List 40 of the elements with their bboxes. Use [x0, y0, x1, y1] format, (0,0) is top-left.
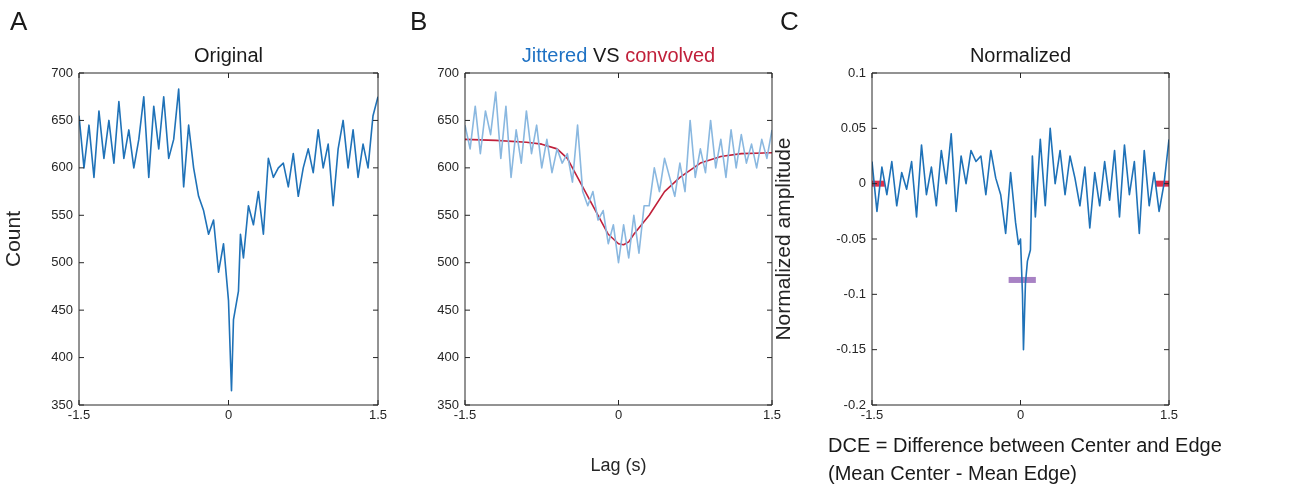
y-tick-label: 600 — [51, 159, 73, 175]
y-tick-label: 650 — [51, 112, 73, 128]
y-axis-title: Normalized amplitude — [771, 137, 795, 341]
y-tick-label: 350 — [437, 396, 459, 412]
y-tick-label: 500 — [437, 254, 459, 270]
y-tick-label: -0.2 — [843, 396, 866, 412]
y-tick-label: 550 — [437, 206, 459, 222]
text: A — [10, 6, 28, 37]
x-tick-label: 1.5 — [1159, 407, 1179, 423]
y-tick-label: 0 — [858, 175, 866, 191]
y-tick-label: 400 — [51, 349, 73, 365]
chart-title: Jittered VS convolved — [521, 44, 716, 66]
y-tick-label: 600 — [437, 159, 459, 175]
y-tick-label: 700 — [437, 64, 459, 80]
chart-title: Original — [194, 44, 263, 66]
y-tick-label: 500 — [51, 254, 73, 270]
x-tick-label: 0 — [1016, 407, 1025, 423]
y-tick-label: 550 — [51, 206, 73, 222]
x-axis-title: Lag (s) — [590, 455, 647, 476]
y-tick-label: 650 — [437, 112, 459, 128]
y-tick-label: -0.05 — [836, 230, 866, 246]
y-tick-label: 350 — [51, 396, 73, 412]
text: DCE = Difference between Center and Edge — [828, 434, 1222, 457]
y-tick-label: 450 — [437, 301, 459, 317]
text: (Mean Center - Mean Edge) — [828, 462, 1078, 485]
y-axis-title: Count — [1, 210, 25, 268]
y-tick-label: -0.15 — [836, 341, 866, 357]
x-tick-label: 1.5 — [762, 407, 782, 423]
y-tick-label: 700 — [51, 64, 73, 80]
text: C — [780, 6, 799, 37]
text: B — [410, 6, 428, 37]
y-tick-label: 450 — [51, 301, 73, 317]
x-tick-label: 0 — [614, 407, 623, 423]
y-tick-label: -0.1 — [843, 285, 866, 301]
y-tick-label: 400 — [437, 349, 459, 365]
x-tick-label: 0 — [224, 407, 233, 423]
chart-title: Normalized — [969, 44, 1072, 66]
y-tick-label: 0.05 — [840, 119, 866, 135]
x-tick-label: 1.5 — [368, 407, 388, 423]
y-tick-label: 0.1 — [847, 64, 866, 80]
